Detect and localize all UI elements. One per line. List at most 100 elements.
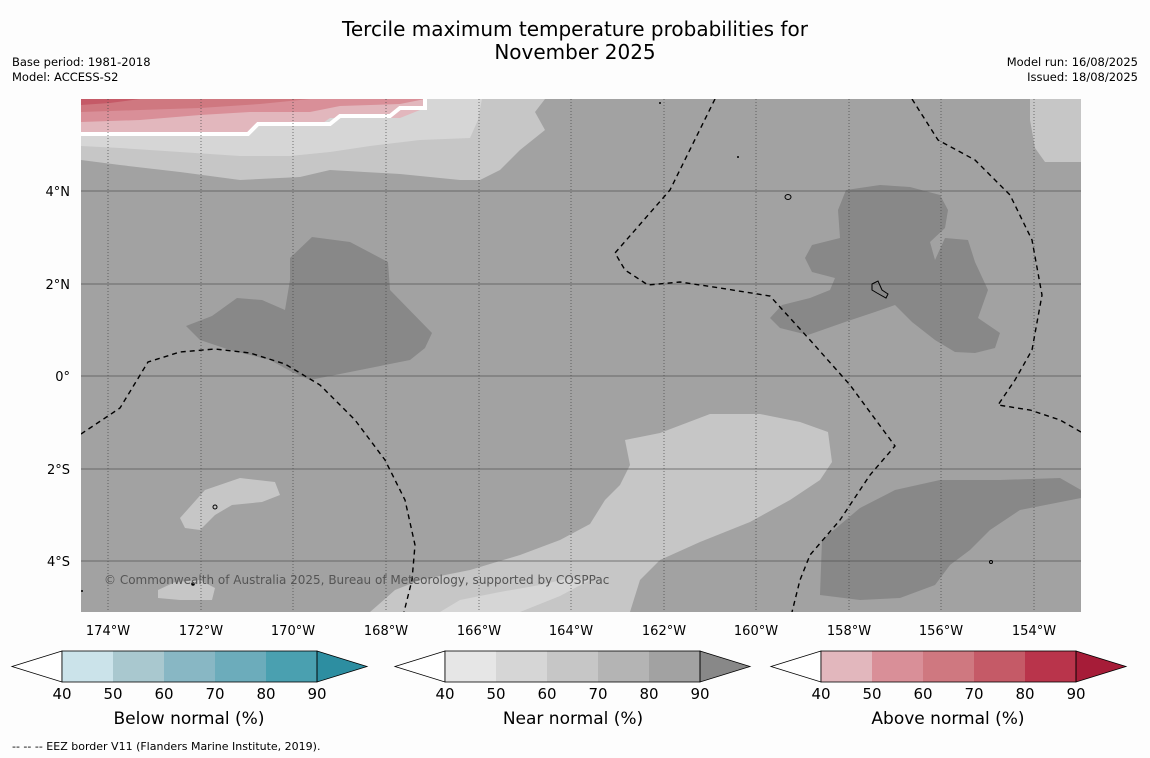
colorbar-segment	[445, 651, 496, 682]
colorbar-tick-label: 70	[964, 685, 983, 703]
colorbars: 40 50 60 70 80 90 40 50 60 70 80 90 40 50 60 70 80 90	[10, 650, 1128, 703]
colorbar-tick-label: 80	[1015, 685, 1034, 703]
map-title: Tercile maximum temperature probabilitie…	[0, 18, 1150, 64]
eez-border-east	[911, 99, 1081, 433]
island-marker	[191, 582, 195, 586]
near-normal-60-south	[370, 414, 832, 612]
model-name: Model: ACCESS-S2	[12, 70, 119, 84]
eez-border-central	[614, 99, 896, 612]
colorbar-segment	[113, 651, 164, 682]
near-normal-90-east	[770, 185, 1000, 353]
latitude-label: 2°N	[46, 278, 71, 293]
near-normal-60-northeast	[1030, 99, 1081, 162]
latitude-labels: 4°N 2°N 0° 2°S 4°S	[46, 185, 71, 570]
longitude-label: 174°W	[86, 624, 130, 639]
colorbar-segment	[215, 651, 266, 682]
longitude-label: 168°W	[364, 624, 408, 639]
near-normal-90-southeast	[820, 478, 1081, 600]
colorbar-tick-label: 40	[435, 685, 454, 703]
colorbar-segment	[164, 651, 215, 682]
colorbar-segment	[496, 651, 547, 682]
island-marker	[871, 280, 889, 299]
base-period: Base period: 1981-2018	[12, 55, 151, 69]
island-marker	[737, 156, 739, 158]
eez-note: -- -- -- EEZ border V11 (Flanders Marine…	[12, 740, 321, 753]
colorbar-frame	[61, 650, 318, 683]
latitude-label: 0°	[55, 370, 70, 385]
colorbar-frame	[820, 650, 1077, 683]
colorbar-tick-label: 90	[690, 685, 709, 703]
latitude-label: 4°S	[47, 555, 70, 570]
longitude-label: 172°W	[179, 624, 223, 639]
colorbar-low-extension	[393, 650, 446, 683]
meta-right: Model run: 16/08/2025 Issued: 18/08/2025	[1007, 55, 1138, 85]
colorbar-tick-label: 70	[205, 685, 224, 703]
below-normal-label: Below normal (%)	[113, 709, 265, 729]
longitude-label: 170°W	[271, 624, 315, 639]
map-plot: © Commonwealth of Australia 2025, Bureau…	[81, 99, 1081, 612]
longitude-label: 164°W	[549, 624, 593, 639]
colorbar-tick-label: 60	[913, 685, 932, 703]
island-marker	[659, 102, 661, 104]
colorbar-tick-label: 90	[307, 685, 326, 703]
island-marker	[81, 590, 83, 592]
title-line-2: November 2025	[494, 40, 656, 64]
near-normal-label: Near normal (%)	[502, 709, 644, 729]
island-marker	[989, 560, 993, 564]
colorbar: 40 50 60 70 80 90	[769, 650, 1128, 703]
longitude-label: 156°W	[919, 624, 963, 639]
copyright-text: © Commonwealth of Australia 2025, Bureau…	[104, 573, 609, 587]
colorbar-low-extension	[769, 650, 822, 683]
above-normal-edge-white	[81, 99, 427, 136]
colorbar-segment	[547, 651, 598, 682]
colorbar-segment	[62, 651, 113, 682]
colorbar-high-extension	[1075, 650, 1128, 683]
longitude-label: 160°W	[734, 624, 778, 639]
longitude-label: 158°W	[827, 624, 871, 639]
issued-date: Issued: 18/08/2025	[1027, 70, 1138, 84]
near-normal-50-south	[440, 578, 590, 612]
latitude-label: 2°S	[47, 463, 70, 478]
meta-left: Base period: 1981-2018 Model: ACCESS-S2	[12, 55, 151, 85]
colorbar-segment	[821, 651, 872, 682]
colorbar-segment	[1025, 651, 1076, 682]
colorbar: 40 50 60 70 80 90	[10, 650, 369, 703]
model-run: Model run: 16/08/2025	[1006, 55, 1138, 69]
colorbar-segment	[649, 651, 700, 682]
longitude-label: 162°W	[642, 624, 686, 639]
colorbar-segment	[974, 651, 1025, 682]
colorbar-high-extension	[316, 650, 369, 683]
title-line-1: Tercile maximum temperature probabilitie…	[342, 17, 808, 41]
colorbar-tick-label: 70	[588, 685, 607, 703]
colorbar-tick-label: 60	[537, 685, 556, 703]
map-grid	[81, 99, 1081, 612]
colorbar-tick-label: 80	[256, 685, 275, 703]
colorbar-tick-label: 40	[811, 685, 830, 703]
colorbar-low-extension	[10, 650, 63, 683]
island-marker	[212, 504, 218, 510]
colorbar-tick-label: 40	[52, 685, 71, 703]
island-marker	[784, 194, 792, 200]
colorbar-tick-label: 50	[486, 685, 505, 703]
colorbar-high-extension	[699, 650, 752, 683]
colorbar: 40 50 60 70 80 90	[393, 650, 752, 703]
above-normal-label: Above normal (%)	[871, 709, 1025, 729]
colorbar-segment	[266, 651, 317, 682]
longitude-label: 166°W	[457, 624, 501, 639]
colorbar-tick-label: 50	[103, 685, 122, 703]
longitude-labels: 174°W 172°W 170°W 168°W 166°W 164°W 162°W 160°W…	[86, 624, 1056, 639]
near-normal-90-central	[186, 237, 432, 380]
colorbar-frame	[444, 650, 701, 683]
colorbar-tick-label: 90	[1066, 685, 1085, 703]
colorbar-segment	[923, 651, 974, 682]
longitude-label: 154°W	[1012, 624, 1056, 639]
colorbar-tick-label: 80	[639, 685, 658, 703]
colorbar-segment	[598, 651, 649, 682]
colorbar-tick-label: 50	[862, 685, 881, 703]
colorbar-segment	[872, 651, 923, 682]
above-normal-70	[81, 99, 310, 112]
eez-border-west	[81, 348, 416, 612]
latitude-label: 4°N	[46, 185, 71, 200]
near-normal-60-southwest	[180, 478, 280, 530]
